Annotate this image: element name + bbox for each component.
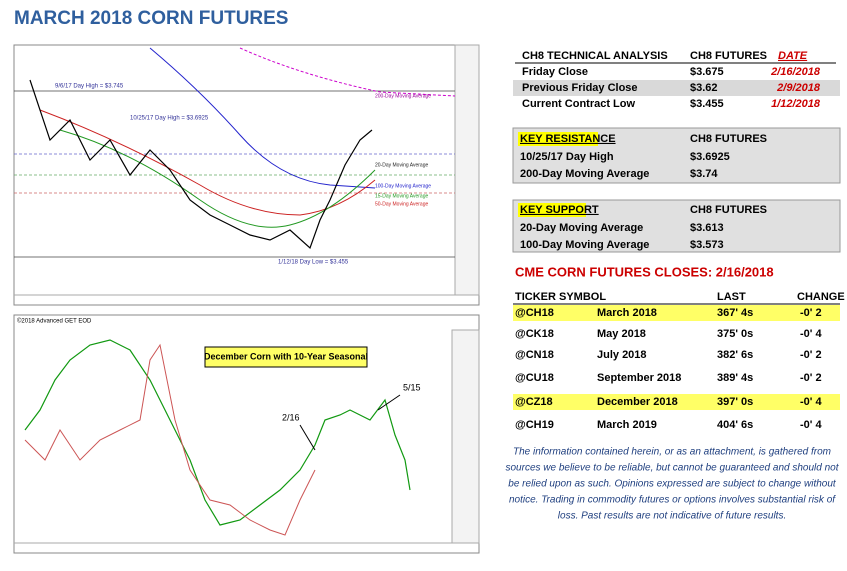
levels: KEY RESISTANCE CH8 FUTURES 10/25/17 Day Hi… (520, 133, 767, 251)
level-label: 10/25/17 Day High (520, 151, 614, 163)
ma-15 (59, 129, 376, 228)
contract: September 2018 (597, 372, 681, 384)
level-value: $3.573 (690, 239, 724, 251)
row-bg (513, 80, 840, 96)
box-header: CH8 FUTURES (690, 133, 767, 145)
header: TICKER SYMBOL (515, 291, 606, 303)
title: MARCH 2018 CORN FUTURES (14, 8, 288, 29)
arrow (299, 424, 316, 451)
label-box (204, 346, 368, 368)
marker: 2/16 (282, 412, 300, 422)
ticker: @CH18 (515, 307, 554, 319)
disclaimer-line: loss. Past results are not indicative of… (558, 511, 786, 522)
last: 382' 6s (717, 349, 753, 361)
contract: March 2018 (597, 307, 657, 319)
annotation: 9/6/17 Day High = $3.745 (55, 84, 124, 90)
row-value: $3.675 (690, 66, 724, 78)
annotation: 100-Day Moving Average (375, 183, 431, 189)
header: LAST (717, 291, 746, 303)
row-value: $3.455 (690, 98, 724, 110)
level-value: $3.6925 (690, 151, 730, 163)
bottom-chart: ©2018 Advanced GET EOD December Corn wit… (13, 314, 480, 554)
last: 397' 0s (717, 396, 753, 408)
technical-rows: Friday Close $3.675 2/16/2018 Previous Frid… (522, 66, 821, 110)
disclaimer-line: The information contained herein, or as … (513, 447, 831, 458)
header: DATE (778, 50, 808, 62)
row-date: 1/12/2018 (771, 98, 821, 110)
annotation: 15-Day Moving Average (375, 193, 428, 199)
ma-50 (39, 109, 376, 216)
header: CHANGE (797, 291, 845, 303)
price-bars (29, 79, 373, 250)
contract: May 2018 (597, 328, 646, 340)
box-header: KEY SUPPORT (520, 204, 599, 216)
price-axis (451, 329, 480, 544)
contract: March 2019 (597, 419, 657, 431)
disclaimer: The information contained herein, or as … (505, 447, 839, 522)
row-label: Friday Close (522, 66, 588, 78)
change: -0' 2 (800, 372, 822, 384)
header: CH8 TECHNICAL ANALYSIS (522, 50, 668, 62)
ma-100 (149, 47, 376, 189)
disclaimer-line: sources we believe to be reliable, but c… (505, 463, 839, 474)
contract: July 2018 (597, 349, 647, 361)
annotation: 1/12/18 Day Low = $3.455 (278, 260, 349, 266)
annotation: 200-Day Moving Average (375, 93, 431, 99)
price-bars (24, 343, 316, 536)
ticker: @CK18 (515, 328, 554, 340)
source: ©2018 Advanced GET EOD (17, 318, 92, 325)
ticker: @CH19 (515, 419, 554, 431)
seasonal-line (24, 339, 411, 526)
price-axis (454, 44, 480, 296)
header: CH8 FUTURES (690, 50, 767, 62)
annotation: 10/25/17 Day High = $3.6925 (130, 116, 209, 122)
annotation: 50-Day Moving Average (375, 201, 428, 207)
change: -0' 4 (800, 328, 822, 340)
level-label: 100-Day Moving Average (520, 239, 649, 251)
row-label: Current Contract Low (522, 98, 636, 110)
annotation: 20-Day Moving Average (375, 162, 428, 168)
marker: 5/15 (403, 382, 421, 392)
change: -0' 4 (800, 396, 822, 408)
change: -0' 2 (800, 307, 822, 319)
disclaimer-line: be relied upon as such. Opinions express… (508, 479, 837, 490)
technical-table: CH8 TECHNICAL ANALYSIS CH8 FUTURES DATE (513, 50, 840, 96)
change: -0' 2 (800, 349, 822, 361)
contract: December 2018 (597, 396, 678, 408)
highlight (518, 132, 598, 146)
top-chart: 9/6/17 Day High = $3.745 10/25/17 Day Hi… (13, 44, 480, 306)
row-label: Previous Friday Close (522, 82, 638, 94)
chart-label: December Corn with 10-Year Seasonal (204, 351, 368, 361)
last: 389' 4s (717, 372, 753, 384)
closes-title: CME CORN FUTURES CLOSES: 2/16/2018 (515, 264, 774, 279)
row-date: 2/9/2018 (776, 82, 821, 94)
row-highlight (513, 394, 840, 410)
highlight (518, 203, 586, 217)
last: 404' 6s (717, 419, 753, 431)
last: 367' 4s (717, 307, 753, 319)
row-value: $3.62 (690, 82, 718, 94)
closes-rows: @CH18 March 2018 367' 4s -0' 2 @CK18 May 2018… (513, 305, 840, 431)
ticker: @CZ18 (515, 396, 553, 408)
row-date: 2/16/2018 (770, 66, 821, 78)
change: -0' 4 (800, 419, 822, 431)
box-header: CH8 FUTURES (690, 204, 767, 216)
level-value: $3.613 (690, 222, 724, 234)
level-value: $3.74 (690, 168, 718, 180)
row-highlight (513, 305, 840, 321)
last: 375' 0s (717, 328, 753, 340)
disclaimer-line: notice. Trading in commodity futures or … (509, 495, 836, 506)
ticker: @CN18 (515, 349, 554, 361)
level-label: 200-Day Moving Average (520, 168, 649, 180)
level-label: 20-Day Moving Average (520, 222, 643, 234)
ma-200 (239, 47, 456, 97)
arrow (377, 394, 401, 411)
box-header: KEY RESISTANCE (520, 133, 616, 145)
ticker: @CU18 (515, 372, 554, 384)
